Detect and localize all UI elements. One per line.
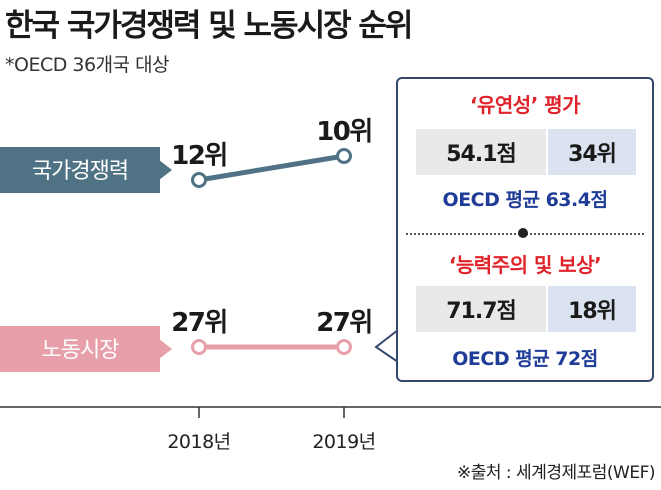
series-label-tag — [0, 147, 172, 193]
data-point — [191, 339, 207, 355]
merit-section-title: ‘능력주의 및 보상’ — [448, 253, 602, 277]
merit-oecd-average: OECD 평균 72점 — [452, 348, 598, 370]
flexibility-score: 54.1점 — [416, 129, 546, 175]
chart-subtitle: *OECD 36개국 대상 — [5, 54, 170, 76]
callout-pointer — [374, 327, 399, 364]
data-label: 27위 — [171, 308, 227, 338]
merit-rank: 18위 — [548, 286, 636, 332]
x-tick-label: 2019년 — [312, 431, 375, 453]
divider-dot — [518, 228, 528, 238]
flexibility-rank: 34위 — [548, 129, 636, 175]
labor-evaluation-panel: ‘유연성’ 평가 54.1점 34위 OECD 평균 63.4점 ‘능력주의 및… — [396, 77, 654, 382]
merit-score: 71.7점 — [416, 286, 546, 332]
data-point — [336, 339, 352, 355]
data-point — [336, 148, 352, 164]
data-label: 12위 — [171, 141, 227, 171]
data-label: 10위 — [316, 117, 372, 147]
chart-title: 한국 국가경쟁력 및 노동시장 순위 — [5, 8, 413, 44]
series-line — [196, 153, 347, 183]
flexibility-section-title: ‘유연성’ 평가 — [469, 93, 581, 117]
x-tick-label: 2018년 — [167, 431, 230, 453]
series-label: 노동시장 — [42, 338, 120, 363]
series-label: 국가경쟁력 — [32, 159, 128, 184]
data-label: 27위 — [316, 308, 372, 338]
series-label-tag — [0, 326, 172, 372]
flexibility-oecd-average: OECD 평균 63.4점 — [442, 189, 608, 211]
data-point — [191, 172, 207, 188]
source-note: ※출처 : 세계경제포럼(WEF) — [457, 463, 656, 483]
